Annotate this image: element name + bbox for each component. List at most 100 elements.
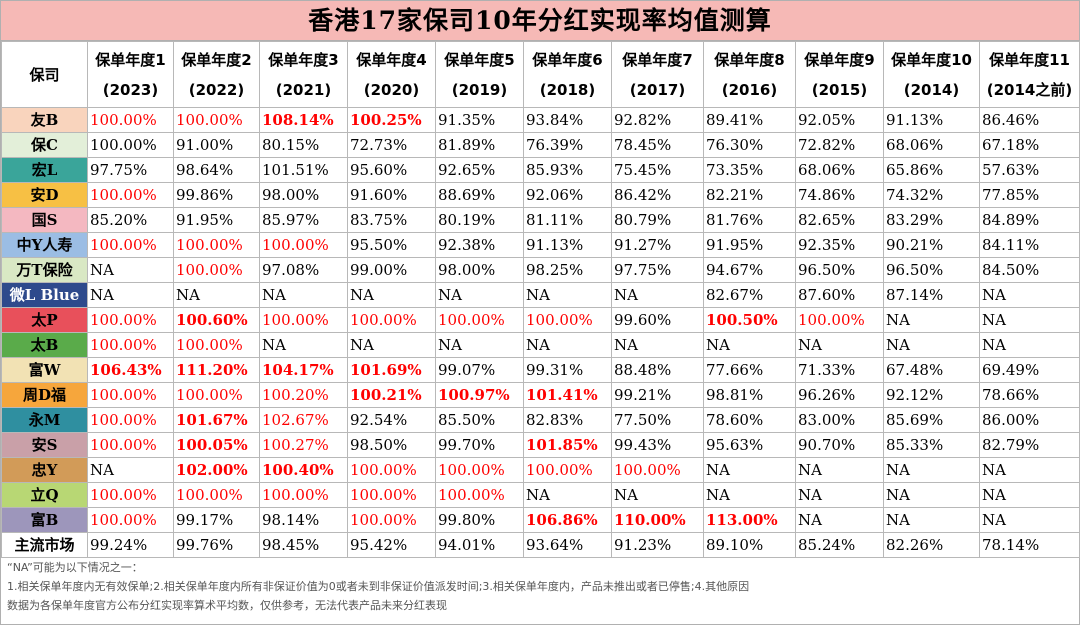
rate-cell: 98.00%: [435, 257, 524, 283]
header-year-10: 保单年度10 (2014): [883, 41, 980, 108]
rate-cell: 74.86%: [795, 182, 884, 208]
rate-cell: 96.26%: [795, 382, 884, 408]
rate-cell: NA: [979, 307, 1080, 333]
rate-cell: 100.00%: [87, 107, 174, 133]
rate-cell: 93.64%: [523, 532, 612, 558]
table-row: 忠Y NA 102.00% 100.40% 100.00% 100.00% 100.00% 1…: [1, 457, 1080, 483]
header-year-11: 保单年度11 (2014之前): [979, 41, 1080, 108]
rate-cell: 100.00%: [87, 507, 174, 533]
rate-cell: 81.89%: [435, 132, 524, 158]
rate-cell: 84.50%: [979, 257, 1080, 283]
rate-cell: 100.27%: [259, 432, 348, 458]
rate-cell: 82.65%: [795, 207, 884, 233]
rate-cell: 100.00%: [259, 307, 348, 333]
rate-cell: 98.81%: [703, 382, 796, 408]
table-row: 永M 100.00% 101.67% 102.67% 92.54% 85.50% 82.83…: [1, 407, 1080, 433]
rate-cell: NA: [795, 332, 884, 358]
rate-cell: 100.00%: [87, 332, 174, 358]
rate-cell: NA: [87, 457, 174, 483]
rate-cell: 78.45%: [611, 132, 704, 158]
rate-cell: NA: [347, 332, 436, 358]
rate-cell: 87.60%: [795, 282, 884, 308]
company-name-cell: 中Y人寿: [1, 232, 88, 258]
header-year-label: 保单年度5: [444, 50, 515, 69]
company-name-cell: 太P: [1, 307, 88, 333]
rate-cell: 91.27%: [611, 232, 704, 258]
rate-cell: NA: [703, 332, 796, 358]
header-year-label: 保单年度2: [181, 50, 252, 69]
rate-cell: NA: [979, 482, 1080, 508]
rate-cell: 72.82%: [795, 132, 884, 158]
company-name-cell: 主流市场: [1, 532, 88, 558]
rate-cell: 76.30%: [703, 132, 796, 158]
header-year-2: 保单年度2 (2022): [173, 41, 260, 108]
company-name-cell: 保C: [1, 132, 88, 158]
rate-cell: 69.49%: [979, 357, 1080, 383]
rate-cell: NA: [979, 507, 1080, 533]
rate-cell: 101.85%: [523, 432, 612, 458]
rate-cell: NA: [523, 482, 612, 508]
rate-cell: 95.63%: [703, 432, 796, 458]
rate-cell: 99.76%: [173, 532, 260, 558]
rate-cell: 100.00%: [347, 507, 436, 533]
table-body: 友B 100.00% 100.00% 108.14% 100.25% 91.35% 93.8…: [1, 107, 1080, 558]
rate-cell: 92.12%: [883, 382, 980, 408]
rate-cell: 101.67%: [173, 407, 260, 433]
rate-cell: 77.50%: [611, 407, 704, 433]
rate-cell: NA: [883, 332, 980, 358]
rate-cell: 94.01%: [435, 532, 524, 558]
header-year-label: 保单年度4: [356, 50, 427, 69]
rate-cell: 92.35%: [795, 232, 884, 258]
rate-cell: 77.85%: [979, 182, 1080, 208]
header-year-value: (2016): [721, 80, 778, 99]
rate-cell: 106.86%: [523, 507, 612, 533]
header-year-value: (2015): [811, 80, 868, 99]
rate-cell: 100.00%: [87, 482, 174, 508]
company-name-cell: 微L Blue: [1, 282, 88, 308]
header-year-value: (2022): [188, 80, 245, 99]
rate-cell: 80.79%: [611, 207, 704, 233]
header-year-4: 保单年度4 (2020): [347, 41, 436, 108]
rate-cell: NA: [883, 307, 980, 333]
company-name-cell: 永M: [1, 407, 88, 433]
header-year-label: 保单年度9: [804, 50, 875, 69]
header-year-3: 保单年度3 (2021): [259, 41, 348, 108]
rate-cell: 100.97%: [435, 382, 524, 408]
rate-cell: 91.95%: [703, 232, 796, 258]
rate-cell: 81.76%: [703, 207, 796, 233]
rate-cell: 91.13%: [883, 107, 980, 133]
rate-cell: 73.35%: [703, 157, 796, 183]
rate-cell: 95.42%: [347, 532, 436, 558]
rate-cell: 82.26%: [883, 532, 980, 558]
rate-cell: 67.18%: [979, 132, 1080, 158]
rate-cell: 99.43%: [611, 432, 704, 458]
rate-cell: 100.00%: [87, 232, 174, 258]
company-name-cell: 安D: [1, 182, 88, 208]
header-year-1: 保单年度1 (2023): [87, 41, 174, 108]
rate-cell: 77.66%: [703, 357, 796, 383]
rate-cell: 100.00%: [173, 332, 260, 358]
rate-cell: 86.46%: [979, 107, 1080, 133]
header-year-label: 保单年度8: [714, 50, 785, 69]
header-year-value: (2019): [451, 80, 508, 99]
rate-cell: 57.63%: [979, 157, 1080, 183]
footnote-na-title: “NA”可能为以下情况之一：: [7, 561, 143, 574]
company-name-cell: 安S: [1, 432, 88, 458]
rate-cell: 102.00%: [173, 457, 260, 483]
rate-cell: 98.45%: [259, 532, 348, 558]
rate-cell: 100.00%: [87, 432, 174, 458]
rate-cell: 97.08%: [259, 257, 348, 283]
rate-cell: 100.25%: [347, 107, 436, 133]
rate-cell: 111.20%: [173, 357, 260, 383]
table-row: 富B 100.00% 99.17% 98.14% 100.00% 99.80% 106.86…: [1, 507, 1080, 533]
rate-cell: 101.51%: [259, 157, 348, 183]
rate-cell: 85.33%: [883, 432, 980, 458]
rate-cell: 82.79%: [979, 432, 1080, 458]
rate-cell: NA: [703, 457, 796, 483]
rate-cell: 85.50%: [435, 407, 524, 433]
header-year-8: 保单年度8 (2016): [703, 41, 796, 108]
header-year-value: (2017): [629, 80, 686, 99]
rate-cell: NA: [435, 332, 524, 358]
rate-cell: 95.60%: [347, 157, 436, 183]
rate-cell: 85.20%: [87, 207, 174, 233]
